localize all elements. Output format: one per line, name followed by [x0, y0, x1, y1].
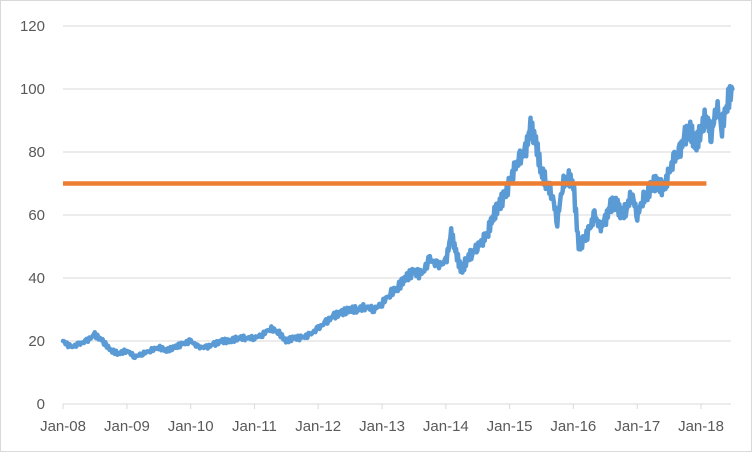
- x-axis-tick-labels: Jan-08 Jan-09 Jan-10 Jan-11 Jan-12 Jan-13 Jan-…: [40, 404, 724, 435]
- y-tick-label: 0: [37, 396, 45, 413]
- x-tick-label: Jan-13: [359, 418, 405, 435]
- x-tick-label: Jan-15: [487, 418, 533, 435]
- x-tick-label: Jan-18: [678, 418, 724, 435]
- y-tick-label: 100: [20, 81, 45, 98]
- series-line: [60, 83, 735, 361]
- y-axis-tick-labels: 0 20 40 60 80 100 120: [20, 18, 45, 413]
- gridlines: [63, 25, 731, 342]
- y-tick-label: 80: [28, 144, 45, 161]
- x-tick-label: Jan-11: [232, 418, 277, 435]
- x-tick-label: Jan-16: [550, 418, 596, 435]
- series-layer: [60, 83, 735, 361]
- x-tick-label: Jan-10: [168, 418, 214, 435]
- y-tick-label: 40: [28, 270, 45, 287]
- x-tick-label: Jan-17: [614, 418, 660, 435]
- y-tick-label: 60: [28, 207, 45, 224]
- x-tick-label: Jan-12: [295, 418, 341, 435]
- y-tick-label: 120: [20, 18, 45, 35]
- x-tick-label: Jan-09: [104, 418, 150, 435]
- x-tick-label: Jan-14: [423, 418, 469, 435]
- x-tick-label: Jan-08: [40, 418, 86, 435]
- y-tick-label: 20: [28, 333, 45, 350]
